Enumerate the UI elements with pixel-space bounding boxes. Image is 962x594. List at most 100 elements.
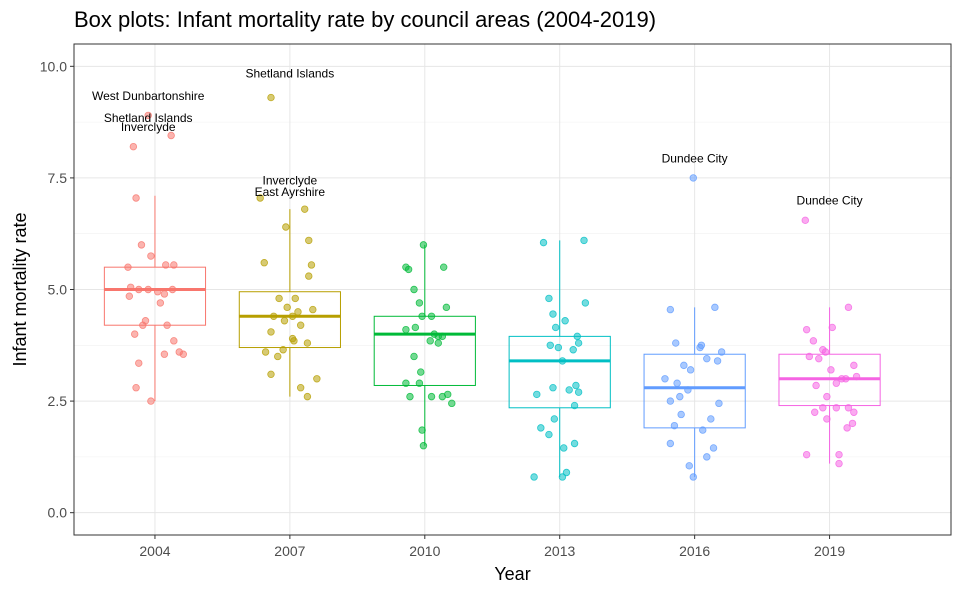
data-point: [802, 325, 811, 334]
data-point: [168, 285, 177, 294]
data-point: [426, 337, 434, 345]
data-point: [147, 397, 155, 405]
data-point: [573, 332, 581, 341]
x-tick-label: 2010: [409, 543, 440, 559]
data-point: [545, 430, 553, 439]
data-point: [560, 444, 568, 452]
data-point: [167, 131, 175, 140]
data-point: [809, 337, 818, 345]
data-point: [267, 93, 275, 102]
data-point: [832, 379, 841, 387]
annotation-label: East Ayrshire: [255, 185, 326, 199]
data-point: [565, 386, 573, 394]
data-point: [533, 390, 541, 399]
data-point: [419, 442, 428, 450]
data-point: [160, 350, 169, 358]
data-point: [707, 415, 715, 423]
box-iqr: [508, 335, 611, 409]
data-point: [815, 354, 823, 363]
data-point: [850, 408, 858, 416]
data-point: [570, 401, 579, 410]
data-point: [801, 216, 809, 225]
data-point: [827, 366, 835, 374]
data-point: [676, 392, 684, 401]
data-point: [835, 459, 843, 468]
data-point: [301, 205, 309, 213]
data-point: [307, 261, 316, 269]
data-point: [530, 473, 538, 481]
y-tick-label: 10.0: [40, 58, 67, 74]
data-point: [163, 321, 171, 329]
data-point: [160, 290, 169, 298]
data-point: [296, 384, 305, 392]
data-point: [805, 352, 814, 361]
data-point: [279, 346, 287, 354]
data-point: [303, 339, 312, 347]
data-point: [267, 370, 275, 379]
data-point: [309, 305, 317, 314]
data-point: [828, 323, 836, 332]
data-point: [448, 399, 456, 408]
data-point: [572, 381, 580, 390]
data-point: [689, 174, 697, 182]
data-point: [438, 392, 447, 401]
data-point: [550, 415, 559, 423]
annotation-label: Inverclyde: [121, 120, 176, 134]
data-point: [689, 473, 697, 481]
data-point: [574, 388, 583, 396]
data-point: [275, 294, 283, 303]
data-point: [402, 379, 410, 387]
annotation-label: West Dunbartonshire: [92, 89, 205, 103]
data-point: [274, 352, 282, 361]
data-point: [546, 341, 554, 349]
data-point: [711, 303, 719, 312]
data-point: [305, 236, 313, 245]
data-point: [709, 444, 718, 452]
data-point: [156, 299, 165, 307]
y-tick-label: 0.0: [48, 505, 68, 521]
box-iqr: [643, 353, 746, 429]
data-point: [137, 241, 146, 249]
axes: 0.0 2.5 5.0 7.5 10.0 2004 2007 2010 2013 2016 2019: [40, 58, 846, 559]
data-point: [170, 261, 178, 269]
data-point: [294, 308, 302, 316]
data-point: [844, 303, 853, 312]
y-axis-title: Infant mortality rate: [10, 212, 30, 366]
data-point: [811, 408, 819, 416]
data-point: [129, 142, 138, 151]
data-point: [673, 379, 681, 387]
data-point: [415, 299, 424, 307]
data-point: [848, 419, 857, 428]
data-point: [551, 323, 560, 332]
data-point: [411, 323, 420, 332]
annotation-label: Inverclyde: [263, 174, 318, 188]
annotation-label: Dundee City: [797, 194, 863, 208]
data-point: [549, 310, 557, 318]
data-point: [126, 283, 135, 291]
data-point: [717, 348, 726, 356]
data-point: [417, 368, 425, 376]
data-point: [537, 424, 545, 432]
data-point: [179, 350, 187, 358]
x-tick-label: 2007: [274, 543, 305, 559]
y-tick-label: 2.5: [48, 393, 68, 409]
data-point: [144, 285, 152, 294]
outlier-annotations: West Dunbartonshire Shetland Islands Inver…: [92, 66, 863, 207]
jitter-points: [124, 93, 861, 481]
annotation-label: Shetland Islands: [246, 66, 335, 80]
data-point: [713, 357, 722, 365]
data-point: [715, 399, 723, 408]
x-tick-label: 2016: [679, 543, 710, 559]
y-tick-label: 7.5: [48, 170, 68, 186]
data-point: [539, 238, 548, 247]
data-point: [313, 375, 321, 383]
box-iqr: [103, 266, 207, 326]
data-point: [802, 450, 811, 459]
data-point: [125, 292, 134, 300]
data-point: [132, 194, 140, 202]
data-point: [685, 462, 693, 470]
data-point: [303, 392, 312, 401]
data-point: [124, 263, 132, 271]
data-point: [823, 392, 831, 401]
